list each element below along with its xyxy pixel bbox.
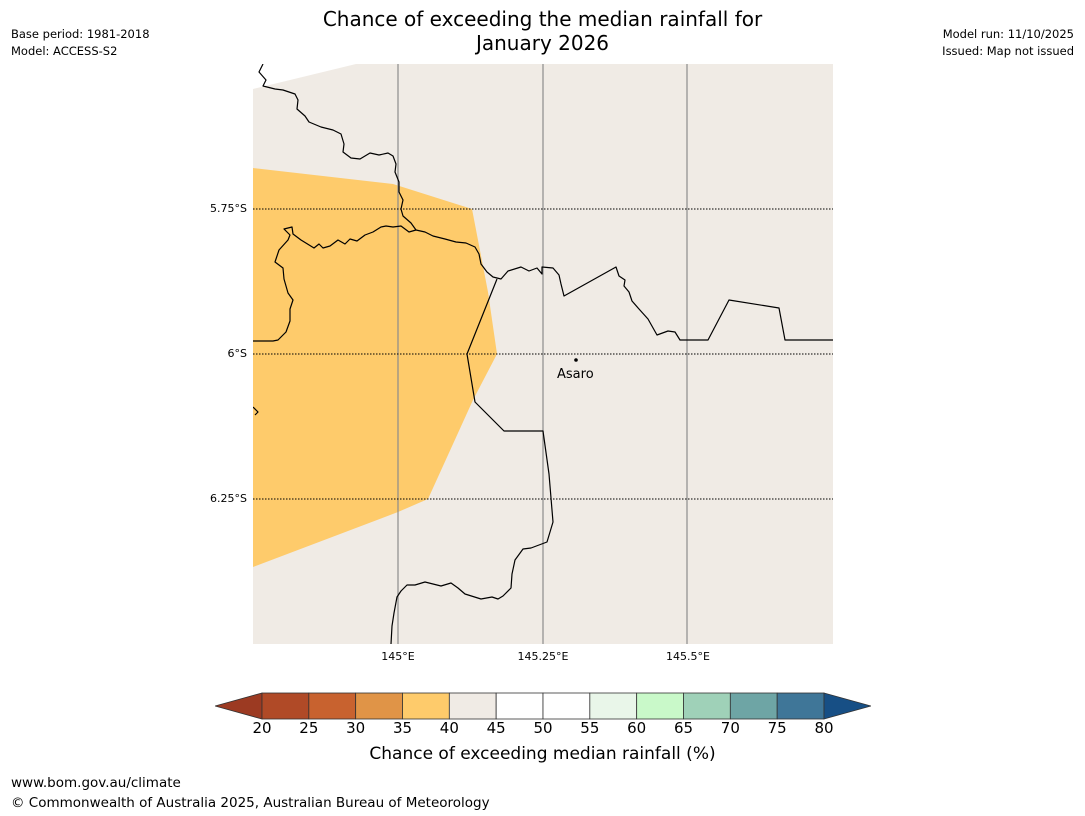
colorbar-tick-80: 80 — [814, 719, 834, 737]
colorbar-tick-70: 70 — [720, 719, 740, 737]
colorbar-tick-45: 45 — [486, 719, 506, 737]
model-text: Model: ACCESS-S2 — [11, 44, 118, 58]
colorbar-tick-25: 25 — [299, 719, 319, 737]
colorbar-tick-35: 35 — [392, 719, 413, 737]
latitude-gridlines — [253, 208, 833, 500]
province-borders — [253, 64, 833, 644]
no-data-wedge — [253, 64, 356, 89]
map-title: Chance of exceeding the median rainfall … — [0, 7, 1085, 55]
colorbar-cell-20-25 — [261, 692, 310, 720]
metadata-left: Base period: 1981-2018 Model: ACCESS-S2 — [11, 26, 150, 60]
lon-label-145e: 145°E — [381, 650, 415, 663]
title-line-1: Chance of exceeding the median rainfall … — [322, 7, 763, 31]
model-run-text: Model run: 11/10/2025 — [942, 27, 1074, 41]
title-line-2: January 2026 — [475, 31, 610, 55]
lon-label-145-25e: 145.25°E — [517, 650, 569, 663]
colorbar-cell-55-60 — [589, 692, 638, 720]
footer-copyright: © Commonwealth of Australia 2025, Austra… — [11, 795, 490, 811]
colorbar-cell-25-30 — [308, 692, 357, 720]
colorbar-cell-75-80 — [776, 692, 825, 720]
colorbar-tick-75: 75 — [767, 719, 787, 737]
colorbar-cell-65-70 — [683, 692, 731, 720]
colorbar-cell-35-40 — [402, 692, 450, 720]
base-period-text: Base period: 1981-2018 — [11, 27, 150, 41]
issued-text: Issued: Map not issued — [942, 44, 1074, 58]
lat-label-6s: 6°S — [227, 347, 247, 360]
colorbar-label: Chance of exceeding median rainfall (%) — [369, 744, 716, 764]
asaro-label: Asaro — [557, 367, 594, 382]
lon-label-145-5e: 145.5°E — [666, 650, 710, 663]
colorbar-cell-30-35 — [355, 692, 403, 720]
colorbar — [215, 692, 871, 720]
lat-label-6-25s: 6.25°S — [210, 492, 247, 505]
colorbar-tick-40: 40 — [439, 719, 459, 737]
colorbar-tick-20: 20 — [252, 719, 272, 737]
colorbar-cell-60-65 — [636, 692, 684, 720]
colorbar-cell-45-50 — [495, 692, 544, 720]
colorbar-tick-50: 50 — [533, 719, 553, 737]
colorbar-tick-55: 55 — [580, 719, 600, 737]
colorbar-cell-70-75 — [729, 692, 778, 720]
rainfall-map: Asaro — [253, 64, 833, 644]
colorbar-under-arrow — [215, 692, 263, 720]
colorbar-tick-65: 65 — [673, 719, 694, 737]
colorbar-tick-60: 60 — [627, 719, 647, 737]
colorbar-over-arrow — [823, 692, 871, 720]
metadata-right: Model run: 11/10/2025 Issued: Map not is… — [942, 26, 1074, 60]
lat-label-5-75s: 5.75°S — [210, 202, 247, 215]
asaro-marker — [574, 358, 578, 362]
colorbar-cell-50-55 — [542, 692, 591, 720]
zone-35-40 — [253, 168, 497, 567]
colorbar-cell-40-45 — [448, 692, 497, 720]
colorbar-tick-30: 30 — [346, 719, 366, 737]
footer-url: www.bom.gov.au/climate — [11, 775, 181, 791]
